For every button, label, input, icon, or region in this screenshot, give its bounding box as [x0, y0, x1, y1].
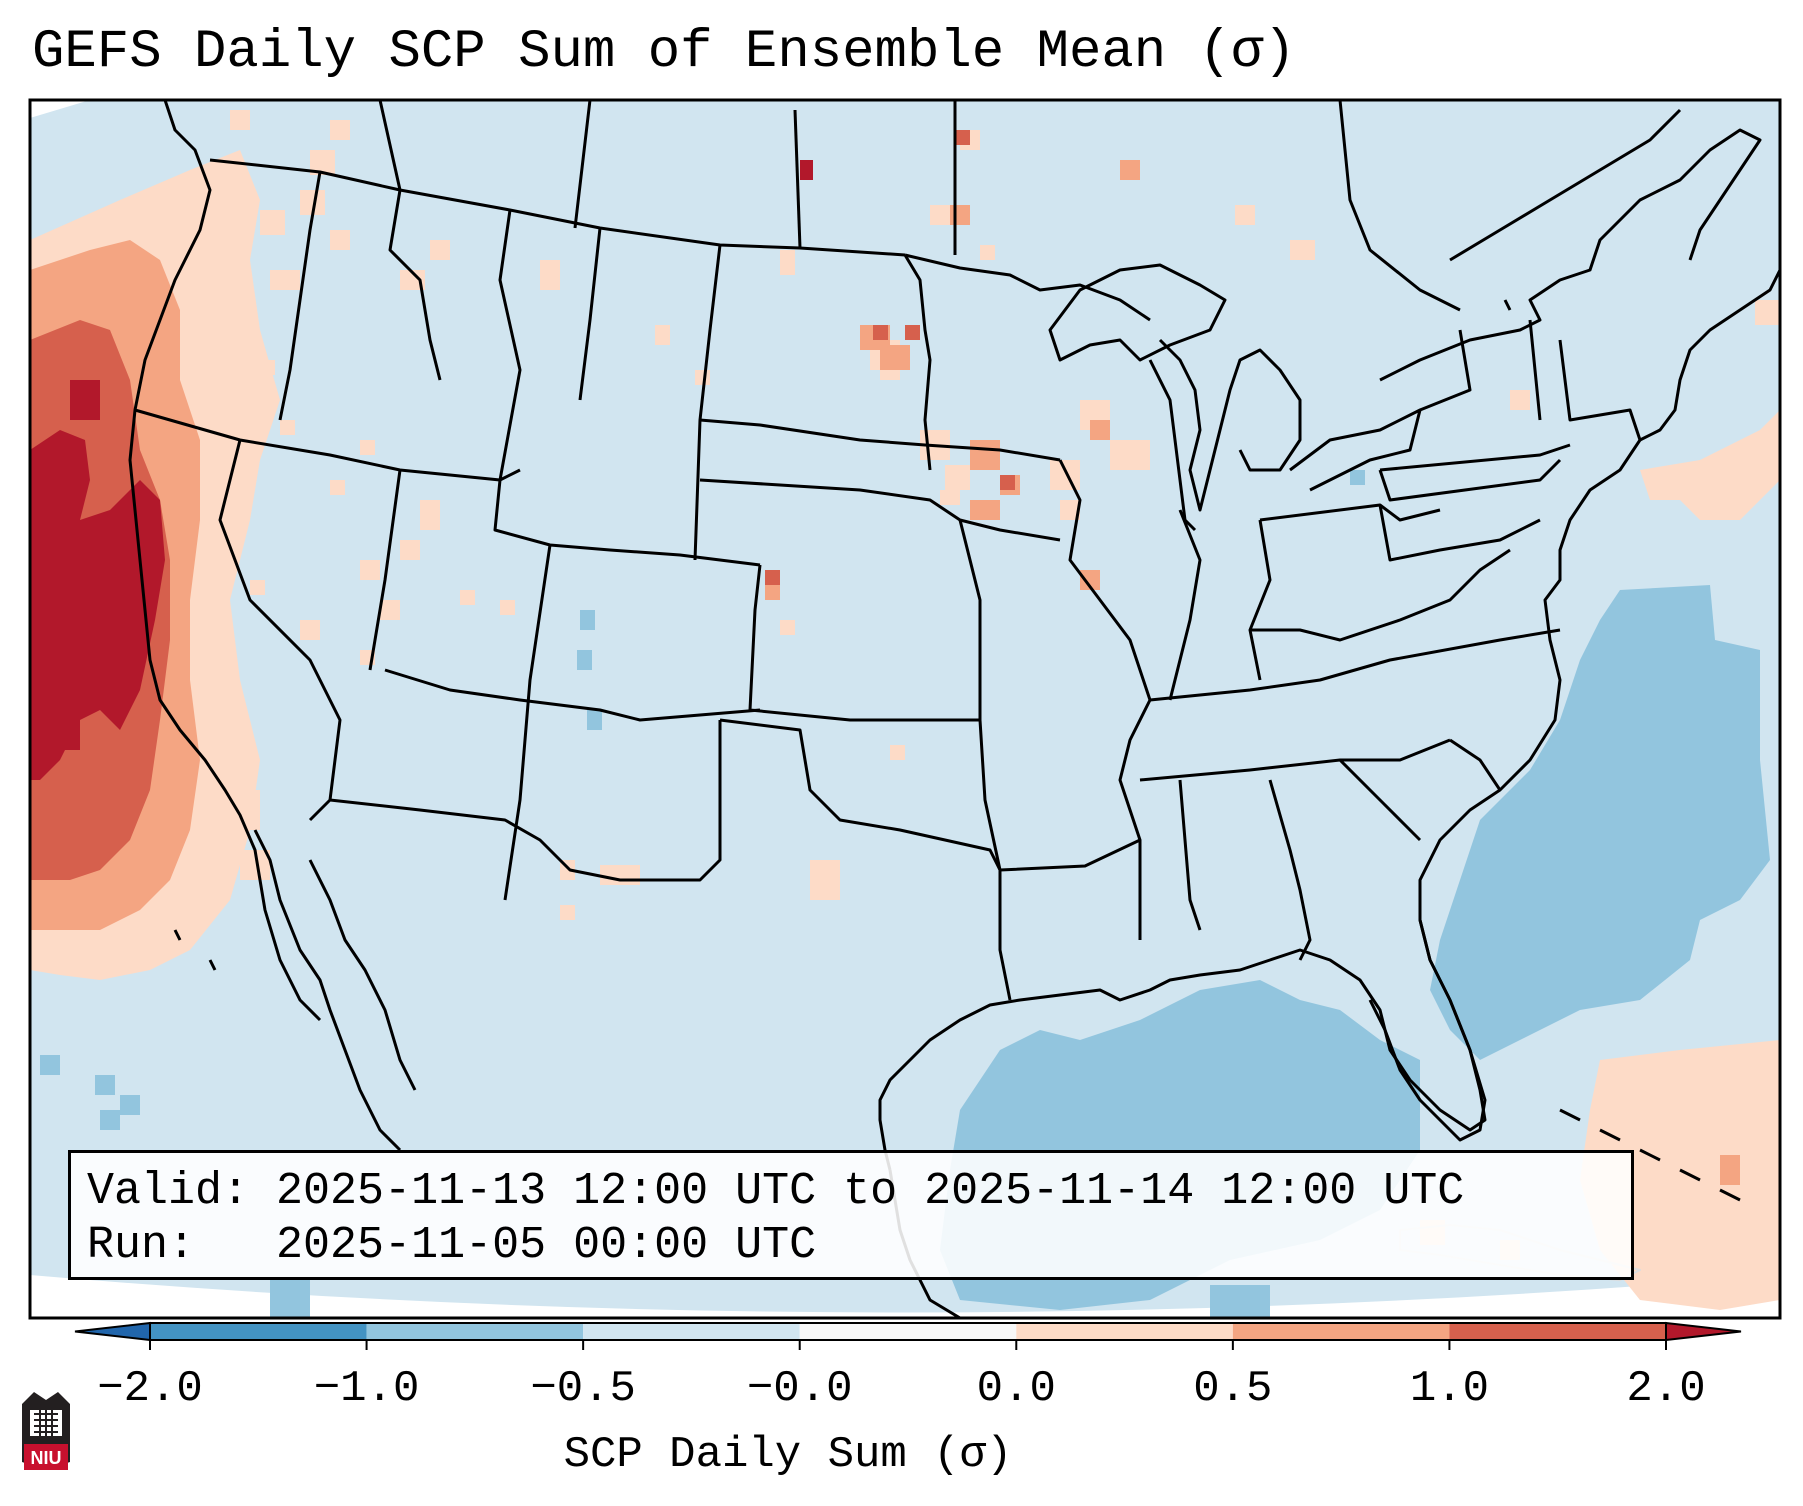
base-field — [30, 100, 1780, 1318]
colorbar-tick-label: −2.0 — [97, 1364, 203, 1414]
colorbar-tick-label: −0.5 — [530, 1364, 636, 1414]
colorbar-bin — [1449, 1323, 1666, 1340]
colorbar-tick-label: 0.0 — [976, 1364, 1056, 1414]
west-coast-max — [30, 430, 165, 780]
run-value: 2025-11-05 00:00 UTC — [276, 1220, 817, 1271]
valid-label: Valid: — [87, 1166, 250, 1217]
colorbar-label: SCP Daily Sum (σ) — [563, 1430, 1013, 1480]
colorbar-bin — [583, 1323, 800, 1340]
valid-run-box: Valid: 2025-11-13 12:00 UTC to 2025-11-1… — [68, 1150, 1634, 1280]
colorbar-bin — [150, 1323, 367, 1340]
colorbar-under-extend — [74, 1321, 151, 1342]
projection-edge — [30, 1275, 1780, 1318]
colorbar-tick-label: −0.0 — [746, 1364, 853, 1414]
boundaries — [128, 100, 1780, 1318]
nd-max-pixel — [800, 160, 813, 180]
atlantic-anomaly — [1430, 585, 1770, 1060]
atlantic-coastline — [878, 439, 1642, 1171]
colorbar-tick-label: −1.0 — [313, 1364, 420, 1414]
valid-value: 2025-11-13 12:00 UTC to 2025-11-14 12:00… — [276, 1166, 1465, 1217]
baja-coastline — [253, 829, 402, 1152]
map-frame — [28, 98, 1782, 1320]
border-49th — [209, 158, 906, 257]
colorbar-tick-label: 0.5 — [1193, 1364, 1273, 1414]
colorbar — [74, 1321, 1742, 1350]
florida — [1368, 919, 1487, 1142]
logo-text: NIU — [31, 1448, 62, 1468]
colorbar-over-extend — [1665, 1321, 1742, 1342]
pacific-coastline — [128, 100, 322, 1022]
run-label: Run: — [87, 1220, 196, 1271]
niu-logo: NIU — [22, 1392, 70, 1470]
colorbar-bin — [1016, 1323, 1233, 1340]
map-title: GEFS Daily SCP Sum of Ensemble Mean (σ) — [32, 22, 1296, 83]
colorbar-bin — [1232, 1323, 1450, 1340]
colorbar-bin — [799, 1323, 1017, 1340]
colorbar-tick-label: 2.0 — [1626, 1364, 1706, 1414]
colorbar-bin — [366, 1323, 584, 1340]
great-lakes — [1048, 263, 1227, 362]
colorbar-tick-label: 1.0 — [1409, 1364, 1490, 1414]
colorbar-frame — [149, 1322, 1667, 1341]
